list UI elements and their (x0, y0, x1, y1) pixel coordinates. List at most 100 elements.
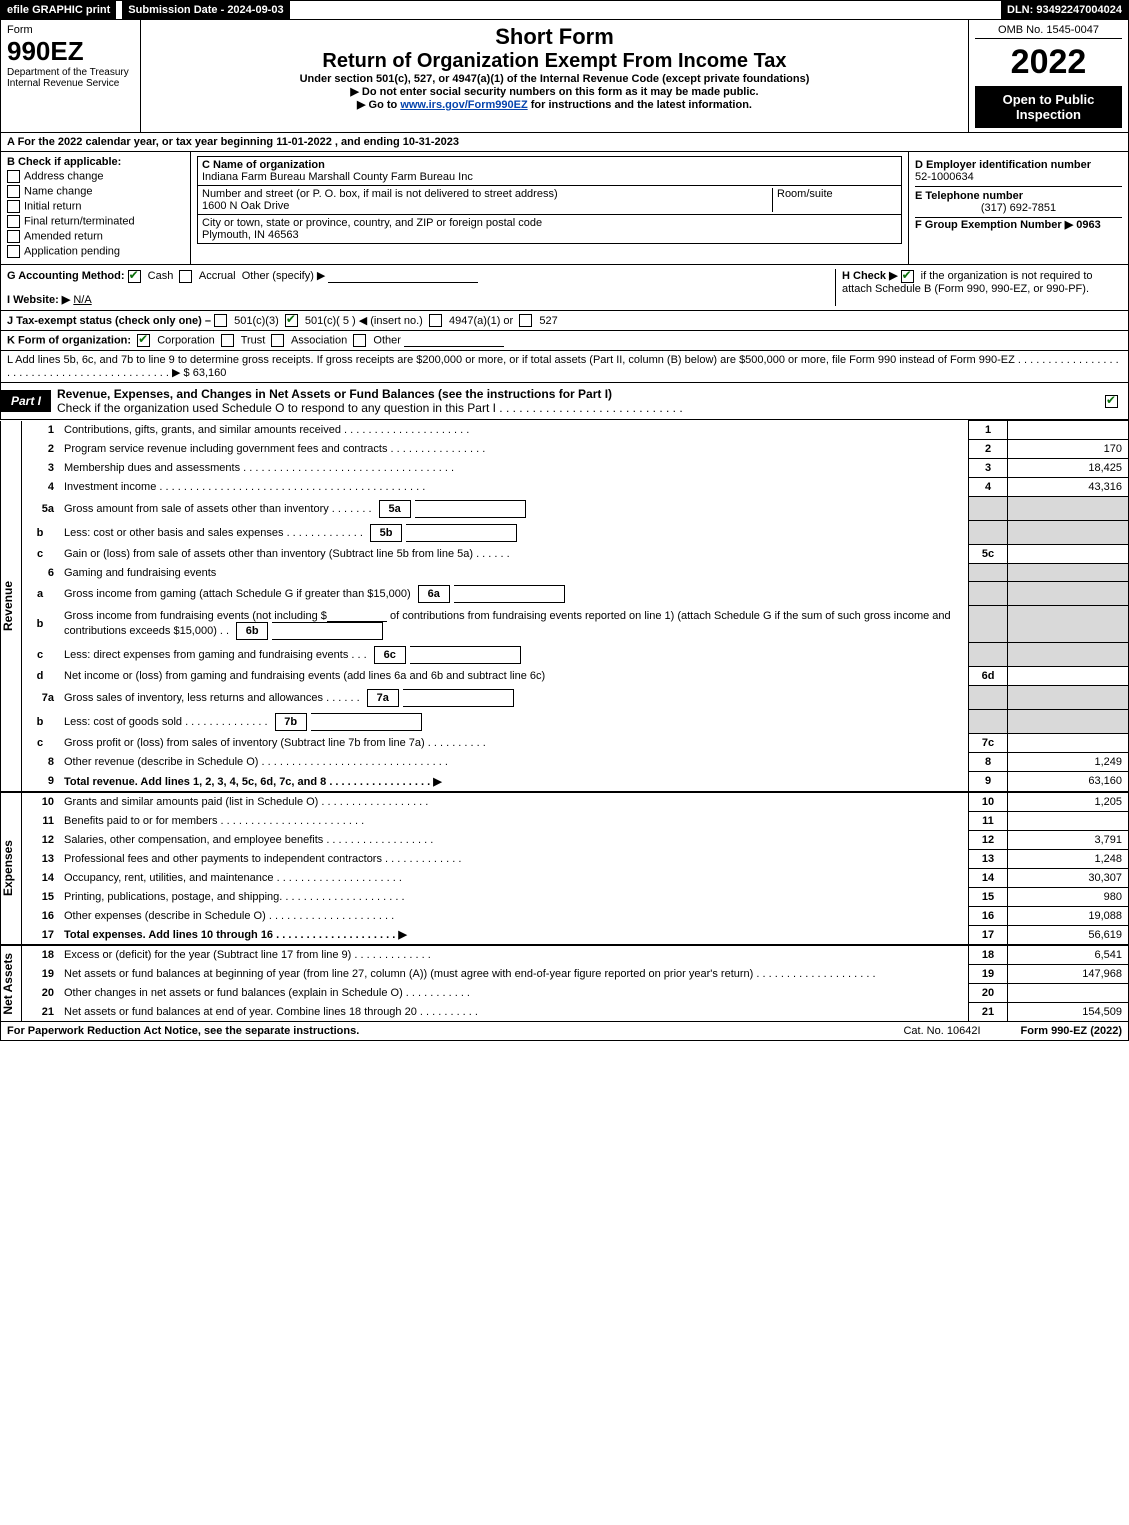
check-4947[interactable] (429, 314, 442, 327)
row-20-ref: 20 (969, 984, 1008, 1003)
check-527[interactable] (519, 314, 532, 327)
row-6d-ref: 6d (969, 667, 1008, 686)
j-501c3: 501(c)(3) (234, 315, 279, 327)
check-final-return[interactable]: Final return/terminated (7, 215, 184, 228)
row-3-desc: Membership dues and assessments . . . . … (60, 459, 969, 478)
org-address-block: C Name of organization Indiana Farm Bure… (191, 152, 908, 264)
k-other-blank[interactable] (404, 334, 504, 347)
irs-link[interactable]: www.irs.gov/Form990EZ (400, 99, 527, 111)
row-17-ref: 17 (969, 925, 1008, 945)
row-19-num: 19 (22, 965, 61, 984)
title-box: Short Form Return of Organization Exempt… (141, 20, 968, 132)
row-7a-val (1008, 686, 1129, 710)
val-7a[interactable] (403, 689, 514, 707)
row-14-val: 30,307 (1008, 868, 1129, 887)
vert-revenue: Revenue (1, 581, 15, 631)
check-trust[interactable] (221, 334, 234, 347)
ssn-note: ▶ Do not enter social security numbers o… (147, 85, 962, 98)
check-address-change[interactable]: Address change (7, 170, 184, 183)
check-other-org[interactable] (353, 334, 366, 347)
row-1-desc: Contributions, gifts, grants, and simila… (60, 421, 969, 440)
lines-table: Revenue 1 Contributions, gifts, grants, … (0, 420, 1129, 1022)
row-21-val: 154,509 (1008, 1003, 1129, 1022)
row-6b-val (1008, 606, 1129, 643)
check-schedule-o[interactable] (1105, 395, 1118, 408)
row-6d-val (1008, 667, 1129, 686)
row-6-desc: Gaming and fundraising events (60, 564, 969, 582)
check-application-pending[interactable]: Application pending (7, 245, 184, 258)
val-6a[interactable] (454, 585, 565, 603)
row-12-num: 12 (22, 830, 61, 849)
check-accrual[interactable] (179, 270, 192, 283)
val-6c[interactable] (410, 646, 521, 664)
check-501c[interactable] (285, 314, 298, 327)
right-info-block: D Employer identification number 52-1000… (908, 152, 1128, 264)
form-word: Form (7, 24, 134, 36)
row-16-val: 19,088 (1008, 906, 1129, 925)
row-6d-num: d (22, 667, 61, 686)
g-label: G Accounting Method: (7, 270, 125, 282)
box-5b: 5b (370, 524, 402, 542)
h-block: H Check ▶ if the organization is not req… (835, 269, 1122, 306)
efile-print-button[interactable]: efile GRAPHIC print (1, 1, 116, 19)
row-3-ref: 3 (969, 459, 1008, 478)
row-6a-ref (969, 582, 1008, 606)
submission-date-label: Submission Date - 2024-09-03 (120, 1, 289, 19)
j-527: 527 (539, 315, 557, 327)
city-value: Plymouth, IN 46563 (202, 229, 299, 241)
val-7b[interactable] (311, 713, 422, 731)
addr-label: Number and street (or P. O. box, if mail… (202, 188, 558, 200)
check-name-change[interactable]: Name change (7, 185, 184, 198)
check-initial-return[interactable]: Initial return (7, 200, 184, 213)
box-5a: 5a (379, 500, 411, 518)
check-amended-return[interactable]: Amended return (7, 230, 184, 243)
vert-expenses: Expenses (1, 840, 15, 896)
check-cash[interactable] (128, 270, 141, 283)
row-7b-ref (969, 710, 1008, 734)
row-14-ref: 14 (969, 868, 1008, 887)
val-5a[interactable] (415, 500, 526, 518)
row-11-desc: Benefits paid to or for members . . . . … (60, 811, 969, 830)
row-13-num: 13 (22, 849, 61, 868)
footer: For Paperwork Reduction Act Notice, see … (0, 1022, 1129, 1041)
goto-post: for instructions and the latest informat… (528, 99, 752, 111)
check-501c3[interactable] (214, 314, 227, 327)
row-15-ref: 15 (969, 887, 1008, 906)
section-b: B Check if applicable: Address change Na… (0, 152, 1129, 265)
row-8-ref: 8 (969, 753, 1008, 772)
check-assoc[interactable] (271, 334, 284, 347)
val-5b[interactable] (406, 524, 517, 542)
row-20-val (1008, 984, 1129, 1003)
row-21-desc: Net assets or fund balances at end of ye… (60, 1003, 969, 1022)
part-i-checkline: Check if the organization used Schedule … (57, 401, 683, 415)
row-13-ref: 13 (969, 849, 1008, 868)
row-8-num: 8 (22, 753, 61, 772)
row-5c-val (1008, 545, 1129, 564)
row-5a-desc: Gross amount from sale of assets other t… (60, 497, 969, 521)
row-5c-ref: 5c (969, 545, 1008, 564)
vert-net-assets: Net Assets (1, 953, 15, 1015)
box-6b: 6b (236, 622, 268, 640)
check-h[interactable] (901, 270, 914, 283)
row-19-desc: Net assets or fund balances at beginning… (60, 965, 969, 984)
box-6a: 6a (418, 585, 450, 603)
blank-6b-amount[interactable] (327, 609, 387, 622)
row-7b-desc: Less: cost of goods sold . . . . . . . .… (60, 710, 969, 734)
row-6c-desc: Less: direct expenses from gaming and fu… (60, 643, 969, 667)
val-6b[interactable] (272, 622, 383, 640)
row-21-ref: 21 (969, 1003, 1008, 1022)
row-6c-val (1008, 643, 1129, 667)
j-label: J Tax-exempt status (check only one) – (7, 315, 211, 327)
row-7c-desc: Gross profit or (loss) from sales of inv… (60, 734, 969, 753)
row-2-num: 2 (22, 440, 61, 459)
row-3-val: 18,425 (1008, 459, 1129, 478)
tax-year: 2022 (975, 43, 1122, 82)
goto-note: ▶ Go to www.irs.gov/Form990EZ for instru… (147, 98, 962, 111)
check-corp[interactable] (137, 334, 150, 347)
box-6c: 6c (374, 646, 406, 664)
c-label: C Name of organization (202, 159, 325, 171)
other-specify-blank[interactable] (328, 270, 478, 283)
row-5b-num: b (22, 521, 61, 545)
row-5c-desc: Gain or (loss) from sale of assets other… (60, 545, 969, 564)
row-6b-num: b (22, 606, 61, 643)
